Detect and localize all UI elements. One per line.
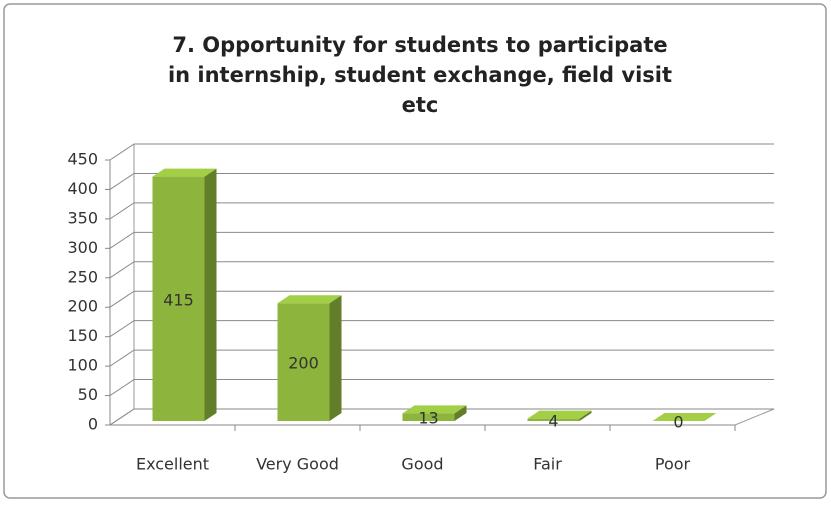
- grid-line: [109, 202, 774, 220]
- bar-front: [527, 418, 580, 421]
- grid-line: [109, 379, 774, 396]
- y-tick-label: 200: [67, 297, 98, 316]
- y-tick-label: 0: [88, 415, 98, 434]
- grid-line: [109, 143, 774, 161]
- data-label: 200: [288, 354, 319, 373]
- bar-top: [652, 413, 717, 421]
- bar: [652, 413, 717, 421]
- y-tick-label: 350: [67, 208, 98, 227]
- y-tick-label: 100: [67, 356, 98, 375]
- bar-side: [454, 405, 467, 421]
- chart-title: 7. Opportunity for students to participa…: [167, 33, 673, 117]
- bar-side: [579, 410, 592, 421]
- grid-line: [109, 408, 774, 426]
- x-tick-label: Very Good: [256, 455, 339, 474]
- bar: [277, 295, 342, 421]
- bar-front: [402, 413, 455, 421]
- grid-line: [109, 290, 774, 308]
- data-label: 0: [673, 413, 683, 432]
- grid-line: [109, 349, 774, 367]
- bar: [402, 405, 467, 421]
- bar: [527, 410, 592, 421]
- y-tick-label: 300: [67, 238, 98, 257]
- y-tick-label: 250: [67, 267, 98, 286]
- x-tick-label: Poor: [655, 455, 691, 474]
- y-tick-label: 450: [67, 150, 98, 169]
- grid-line: [109, 231, 774, 249]
- bar: [152, 168, 217, 421]
- data-label: 415: [163, 290, 194, 309]
- bar-top: [152, 168, 217, 177]
- y-tick-label: 150: [67, 326, 98, 345]
- bar-top: [527, 410, 592, 419]
- x-tick-label: Fair: [533, 455, 562, 474]
- bar-front: [277, 303, 330, 421]
- bar-top: [402, 405, 467, 414]
- y-tick-label: 50: [78, 385, 98, 404]
- bar-front: [152, 176, 205, 421]
- grid-line: [109, 172, 774, 190]
- data-label: 4: [548, 411, 558, 430]
- data-label: 13: [418, 409, 438, 428]
- grid-line: [109, 320, 774, 338]
- bar-side: [329, 295, 342, 421]
- bar-top: [277, 295, 342, 304]
- y-tick-label: 400: [67, 179, 98, 198]
- grid-line: [109, 261, 774, 279]
- x-tick-label: Good: [401, 455, 443, 474]
- x-tick-label: Excellent: [136, 455, 209, 474]
- bar-side: [204, 168, 217, 421]
